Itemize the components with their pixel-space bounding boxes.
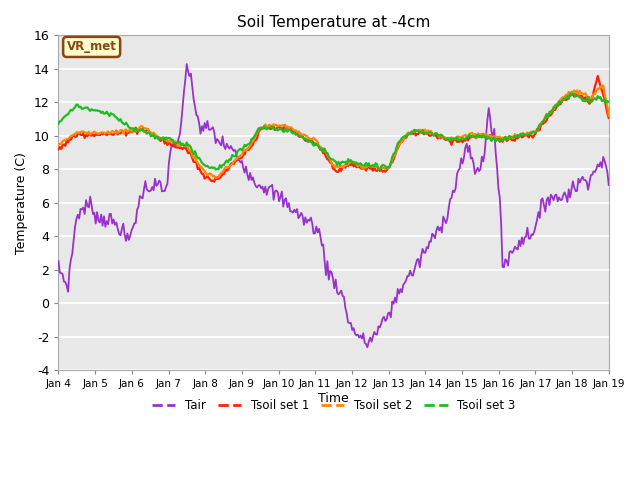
Tsoil set 1	[211, 179, 218, 184]
Legend: Tair, Tsoil set 1, Tsoil set 2, Tsoil set 3: Tair, Tsoil set 1, Tsoil set 2, Tsoil se…	[147, 394, 520, 417]
Tsoil set 2	[212, 175, 220, 181]
X-axis label: Time: Time	[318, 392, 349, 405]
Tsoil set 1	[605, 115, 612, 121]
Tair	[183, 61, 191, 67]
Tair	[605, 182, 612, 188]
Tsoil set 1	[594, 73, 602, 79]
Tsoil set 3	[605, 99, 612, 105]
Title: Soil Temperature at -4cm: Soil Temperature at -4cm	[237, 15, 430, 30]
Line: Tair: Tair	[58, 64, 609, 347]
Line: Tsoil set 3: Tsoil set 3	[58, 94, 609, 169]
Tsoil set 3	[453, 134, 461, 140]
Tsoil set 3	[236, 147, 243, 153]
Tsoil set 2	[236, 154, 243, 159]
Tsoil set 3	[121, 121, 129, 127]
Line: Tsoil set 1: Tsoil set 1	[58, 76, 609, 181]
Tsoil set 2	[274, 123, 282, 129]
Tair	[54, 258, 62, 264]
Tsoil set 1	[456, 139, 463, 144]
Tair	[274, 190, 282, 195]
Tsoil set 2	[54, 141, 62, 147]
Tsoil set 1	[453, 139, 461, 144]
Tsoil set 2	[605, 113, 612, 119]
Tsoil set 2	[456, 134, 463, 140]
Tsoil set 1	[274, 124, 282, 130]
Tsoil set 1	[402, 135, 410, 141]
Tair	[121, 232, 129, 238]
Tair	[404, 273, 412, 279]
Y-axis label: Temperature (C): Temperature (C)	[15, 152, 28, 254]
Tsoil set 1	[236, 155, 243, 161]
Tair	[454, 168, 462, 173]
Tsoil set 3	[54, 121, 62, 127]
Tsoil set 2	[121, 128, 129, 133]
Tsoil set 2	[600, 83, 607, 88]
Tsoil set 3	[402, 133, 410, 139]
Tsoil set 2	[402, 133, 410, 139]
Line: Tsoil set 2: Tsoil set 2	[58, 85, 609, 178]
Tsoil set 1	[121, 128, 129, 133]
Tsoil set 3	[212, 167, 220, 172]
Tair	[458, 156, 465, 161]
Tsoil set 3	[566, 91, 574, 96]
Tair	[236, 157, 243, 163]
Tsoil set 3	[456, 137, 463, 143]
Tsoil set 3	[274, 128, 282, 133]
Tsoil set 1	[54, 146, 62, 152]
Tair	[364, 344, 371, 350]
Tsoil set 2	[453, 133, 461, 139]
Text: VR_met: VR_met	[67, 40, 116, 53]
